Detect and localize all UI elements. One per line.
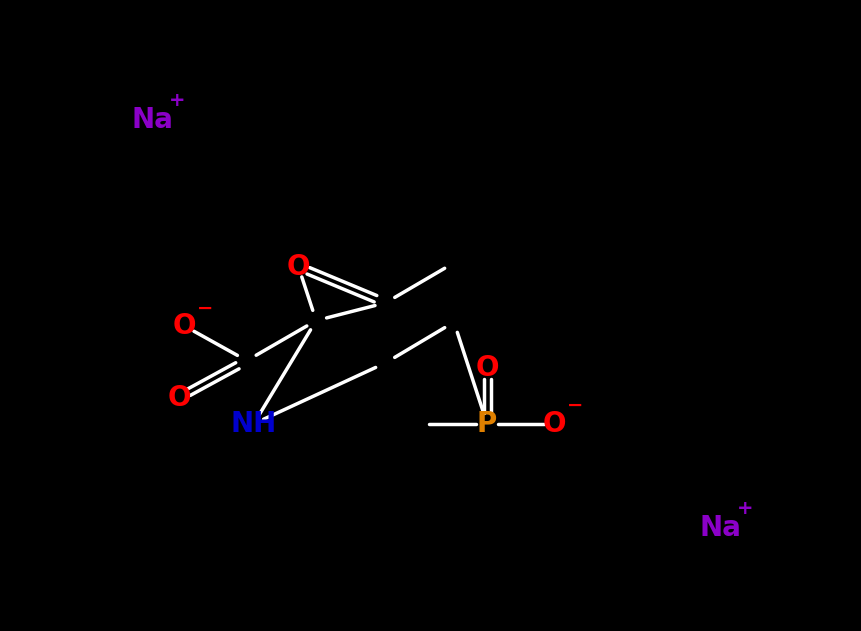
Text: +: +	[169, 91, 186, 110]
Text: O: O	[543, 410, 567, 438]
Text: O: O	[287, 252, 310, 281]
Text: O: O	[173, 312, 196, 340]
Text: O: O	[167, 384, 191, 411]
Text: +: +	[737, 498, 754, 517]
Text: Na: Na	[699, 514, 741, 541]
Text: O: O	[475, 355, 499, 382]
Text: Na: Na	[131, 107, 173, 134]
Text: −: −	[197, 298, 214, 317]
Text: P: P	[477, 410, 497, 438]
Text: −: −	[567, 396, 584, 415]
Text: NH: NH	[231, 410, 277, 438]
